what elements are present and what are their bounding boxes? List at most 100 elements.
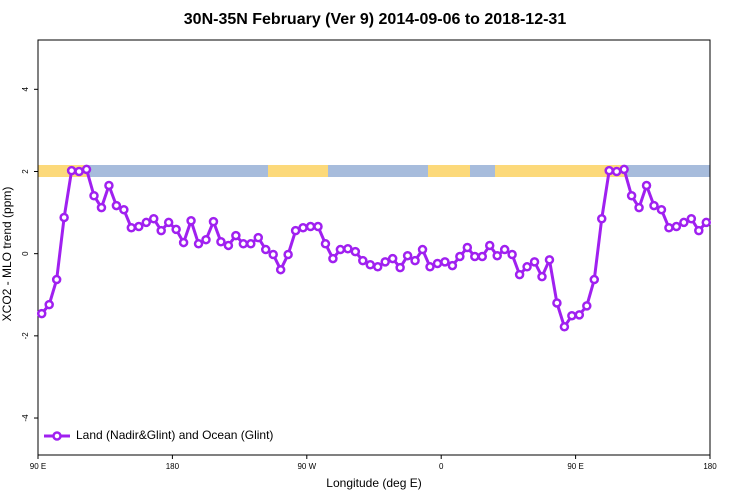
data-point: [484, 240, 495, 251]
x-tick-label: 90 W: [297, 462, 316, 471]
y-tick-label: 4: [21, 87, 30, 92]
data-point: [470, 251, 480, 262]
data-point: [283, 249, 293, 260]
data-point: [432, 258, 443, 269]
data-point: [260, 244, 271, 255]
data-point: [134, 221, 144, 232]
legend-label: Land (Nadir&Glint) and Ocean (Glint): [76, 428, 273, 442]
data-point: [358, 255, 368, 266]
y-axis-label: XCO2 - MLO trend (ppm): [0, 187, 14, 322]
data-point: [574, 310, 585, 320]
y-tick-label: -2: [21, 332, 30, 340]
data-point: [126, 223, 137, 233]
x-tick-label: 90 E: [567, 462, 583, 471]
data-point: [589, 274, 600, 285]
data-point: [51, 274, 62, 285]
data-point: [171, 224, 181, 235]
data-point: [320, 239, 331, 249]
data-point: [656, 204, 667, 215]
data-point: [410, 255, 420, 266]
data-point: [246, 239, 256, 249]
data-point: [529, 257, 540, 267]
series-line: [40, 167, 708, 331]
data-point: [455, 251, 465, 262]
data-point: [372, 262, 383, 272]
data-point: [462, 242, 473, 253]
data-point: [350, 246, 361, 257]
land-band: [495, 165, 626, 177]
data-point: [335, 244, 346, 255]
x-tick-label: 90 E: [30, 462, 46, 471]
data-point: [223, 240, 234, 251]
data-point: [208, 216, 219, 227]
data-point: [507, 249, 517, 260]
legend-marker: [52, 431, 62, 441]
data-point: [552, 298, 562, 308]
data-point: [387, 253, 398, 264]
data-point: [193, 239, 204, 249]
data-point: [216, 236, 226, 247]
data-point: [619, 164, 629, 175]
data-point: [36, 308, 47, 319]
data-point: [313, 221, 323, 232]
data-point: [679, 217, 689, 228]
data-point: [417, 244, 428, 255]
data-point: [559, 322, 570, 332]
y-tick-label: -4: [21, 414, 30, 422]
data-point: [440, 257, 450, 267]
data-point: [499, 244, 510, 255]
data-point: [649, 200, 659, 211]
data-point: [148, 213, 159, 224]
data-point: [201, 234, 211, 245]
x-axis-label: Longitude (deg E): [326, 476, 421, 490]
data-point: [671, 221, 682, 232]
data-point: [611, 166, 622, 177]
land-ocean-strip: [38, 165, 710, 177]
data-point: [641, 180, 652, 191]
data-point: [96, 202, 107, 213]
data-point: [544, 255, 555, 265]
data-point: [119, 204, 129, 215]
land-band: [268, 165, 328, 177]
data-point: [477, 251, 488, 262]
data-point: [425, 262, 435, 272]
data-point: [290, 225, 301, 236]
data-point: [402, 250, 413, 261]
data-point: [186, 216, 196, 226]
x-tick-label: 180: [166, 462, 180, 471]
data-point: [328, 253, 338, 264]
data-point: [253, 232, 264, 243]
data-point: [492, 250, 502, 261]
data-point: [89, 190, 99, 201]
data-point: [567, 310, 577, 321]
data-point: [395, 262, 405, 273]
plot-frame: [37, 39, 711, 456]
data-point: [275, 264, 286, 275]
data-point: [343, 243, 353, 254]
data-point: [44, 299, 54, 310]
data-point: [178, 237, 189, 248]
data-point: [626, 190, 637, 201]
y-tick-label: 2: [21, 169, 30, 174]
data-point: [268, 249, 278, 260]
data-point: [596, 213, 607, 224]
data-point: [298, 223, 308, 233]
data-point: [81, 164, 92, 175]
data-point: [305, 221, 316, 232]
data-point: [634, 202, 644, 213]
data-point: [522, 262, 532, 272]
data-point: [74, 166, 84, 177]
data-point: [694, 225, 704, 236]
chart-title: 30N-35N February (Ver 9) 2014-09-06 to 2…: [184, 11, 567, 28]
data-point: [701, 217, 712, 228]
data-point: [141, 217, 152, 228]
land-band: [428, 165, 470, 177]
x-tick-label: 0: [439, 462, 444, 471]
data-point: [582, 301, 592, 311]
data-point: [537, 271, 547, 282]
data-point: [686, 213, 697, 224]
data-point: [664, 223, 674, 233]
data-point: [66, 165, 77, 176]
data-point: [231, 230, 241, 241]
